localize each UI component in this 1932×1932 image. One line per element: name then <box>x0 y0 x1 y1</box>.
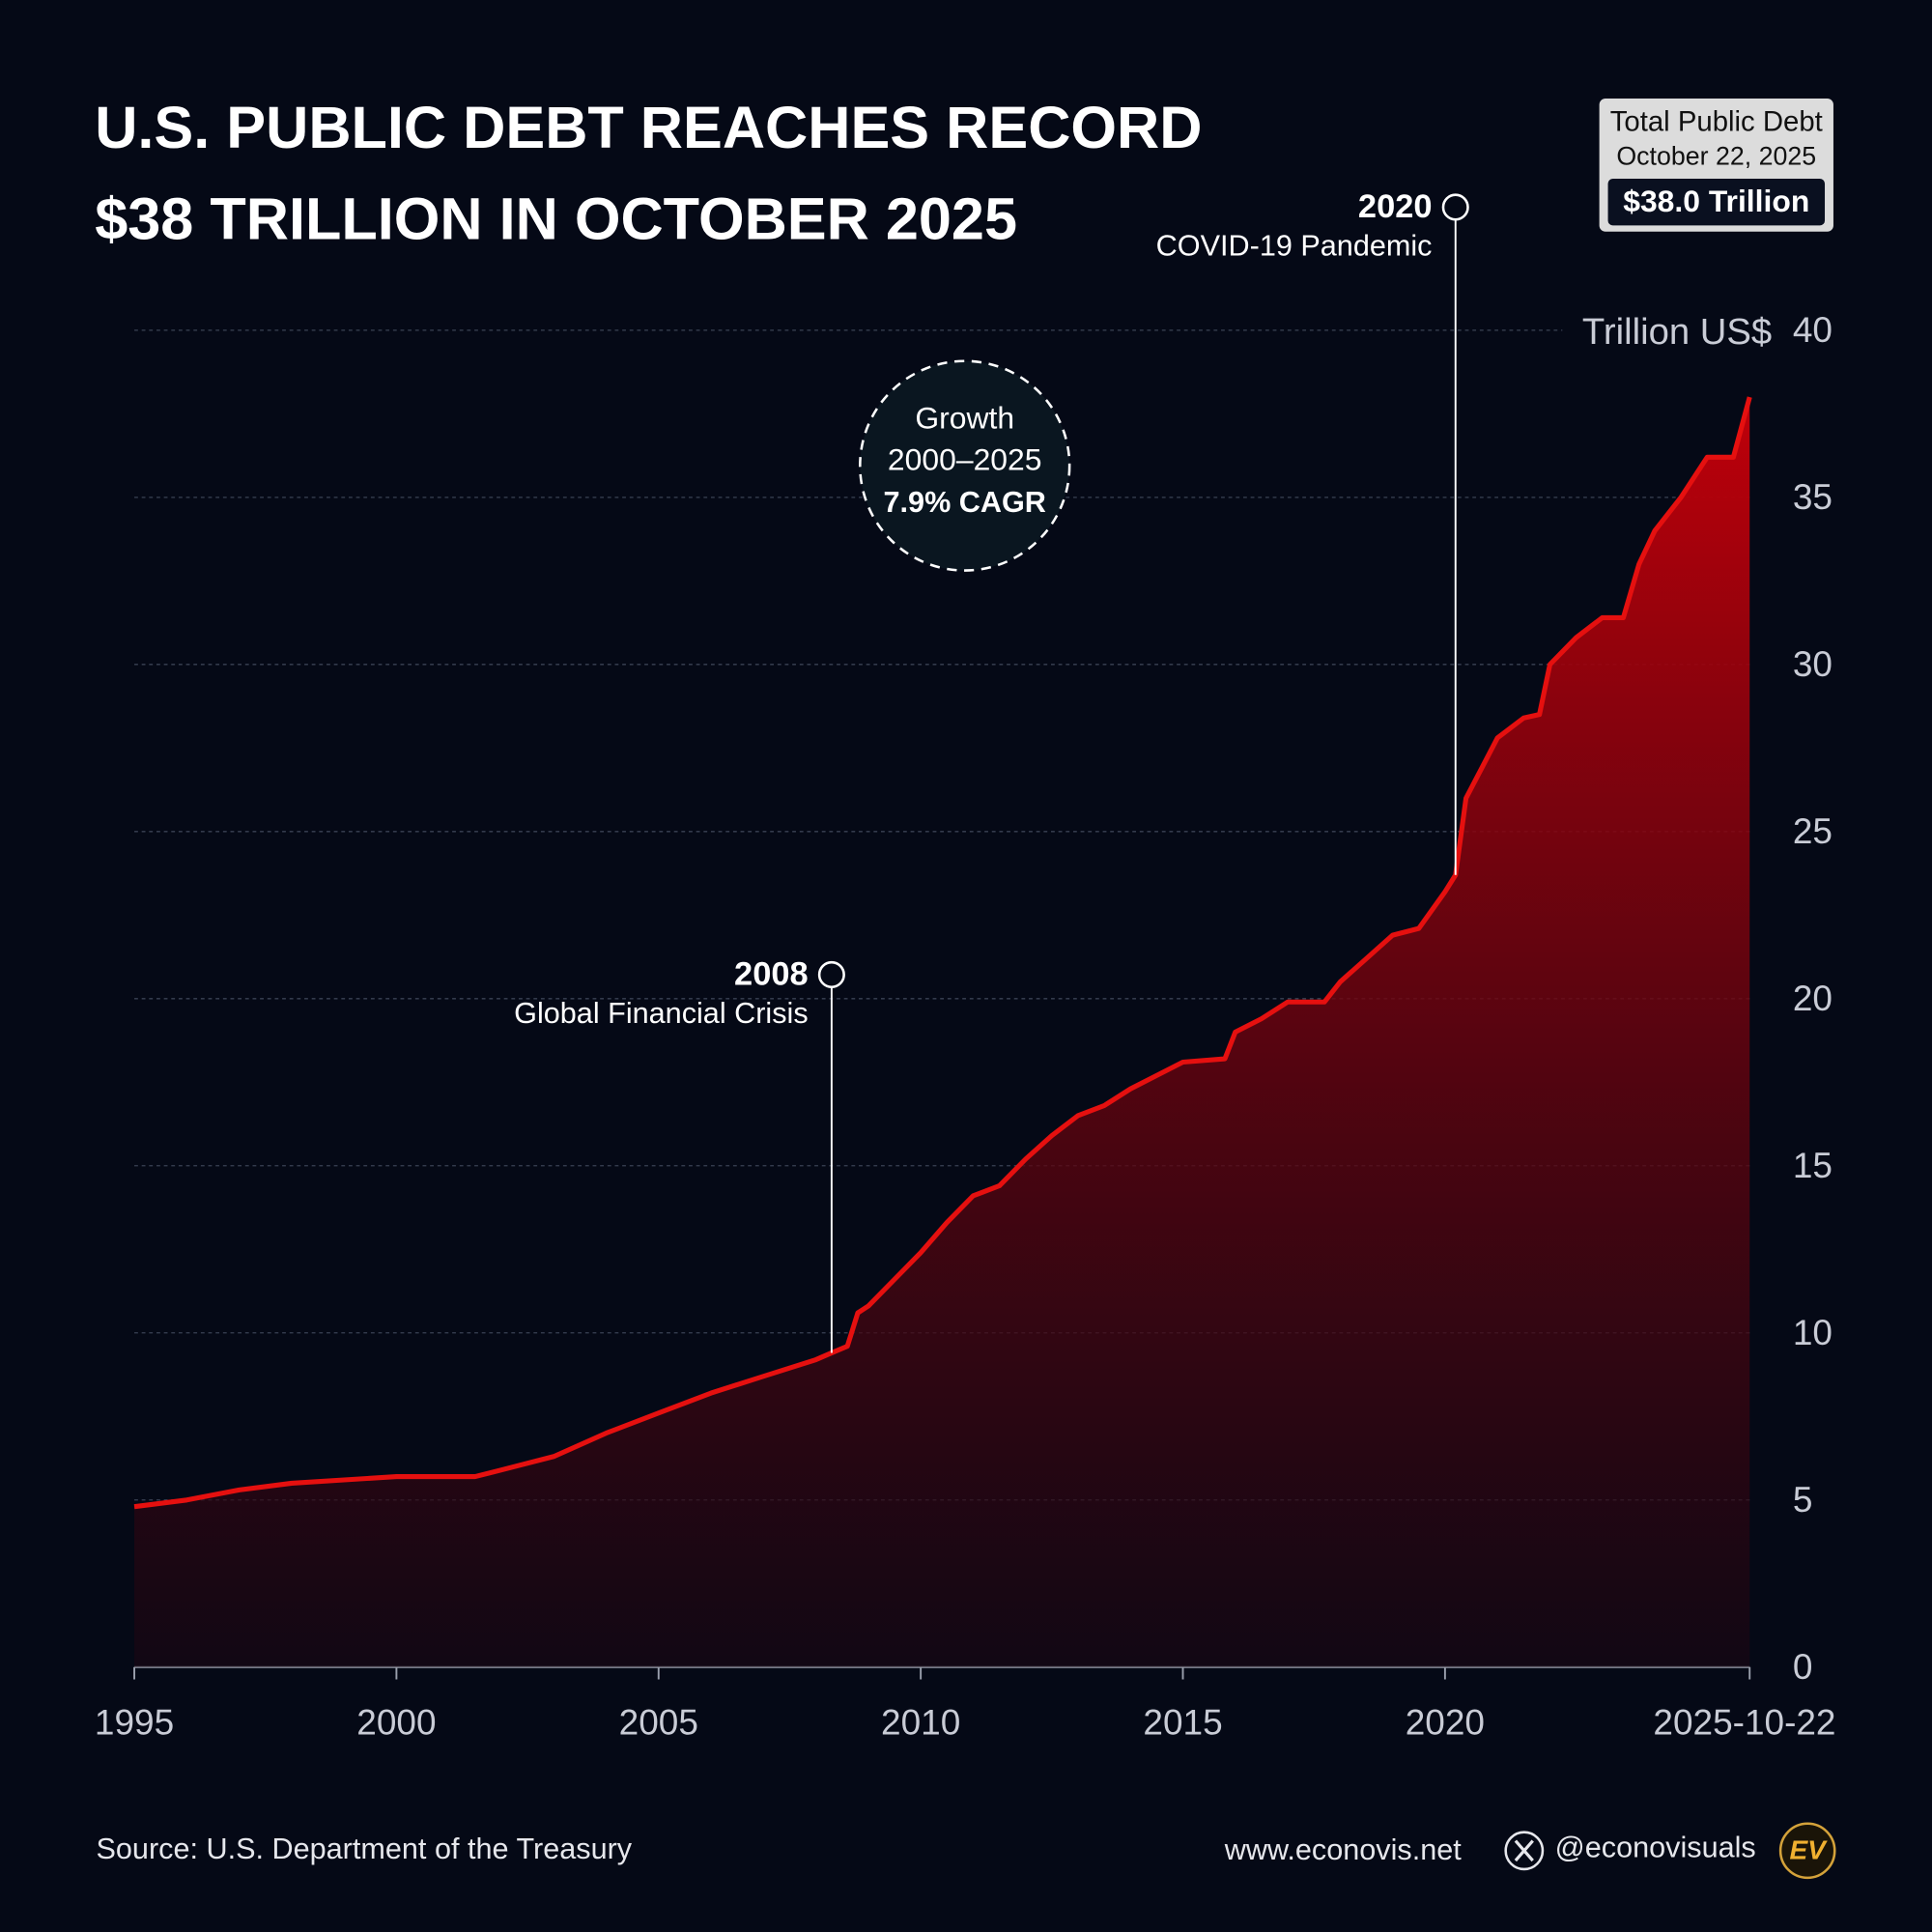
info-label: Total Public Debt <box>1610 105 1823 137</box>
y-tick-label: 20 <box>1793 979 1833 1018</box>
annotation-marker <box>817 960 845 988</box>
logo <box>1778 1822 1836 1880</box>
y-tick-label: 35 <box>1793 477 1833 517</box>
x-tick-label: 2015 <box>1143 1702 1222 1742</box>
source: Source: U.S. Department of the Treasury <box>96 1833 632 1865</box>
y-tick-label: 40 <box>1793 310 1833 350</box>
x-icon <box>1504 1831 1545 1871</box>
annotation-label: Global Financial Crisis <box>514 997 809 1030</box>
growth-text: 7.9% CAGR <box>884 486 1046 519</box>
x-tick-label: 2005 <box>619 1702 698 1742</box>
info-date: October 22, 2025 <box>1616 141 1816 170</box>
annotation-marker <box>1441 193 1469 221</box>
line <box>133 396 1752 1510</box>
y-tick-label: 0 <box>1793 1647 1813 1687</box>
growth-text: 2000–2025 <box>888 442 1042 477</box>
plot: 0 5 10 15 20 25 30 35 40 1995 2000 2005 2010 2015 2020… <box>95 188 1836 1743</box>
chart-title: $38 TRILLION IN OCTOBER 2025 <box>95 185 1017 251</box>
chart-title: U.S. PUBLIC DEBT REACHES RECORD <box>95 95 1202 160</box>
y-tick-label: 5 <box>1793 1480 1813 1520</box>
info-value-box <box>1607 178 1826 226</box>
x-icon-glyph <box>1514 1839 1534 1862</box>
growth-circle <box>859 359 1071 572</box>
annotation-label: COVID-19 Pandemic <box>1156 230 1433 263</box>
growth-text: Growth <box>915 400 1014 435</box>
y-tick-label: 15 <box>1793 1146 1833 1185</box>
y-tick-label: 10 <box>1793 1313 1833 1352</box>
x-tick-label: 2010 <box>881 1702 960 1742</box>
website: www.econovis.net <box>1224 1833 1462 1866</box>
y-axis-label: Trillion US$ <box>1582 311 1772 353</box>
x-tick-label: 2000 <box>356 1702 436 1742</box>
annotation-year: 2020 <box>1358 188 1433 225</box>
annotation-year: 2008 <box>734 955 809 992</box>
y-tick-label: 25 <box>1793 811 1833 851</box>
info-value: $38.0 Trillion <box>1623 184 1809 218</box>
handle: @econovisuals <box>1555 1832 1756 1864</box>
y-tick-label: 30 <box>1793 644 1833 684</box>
logo-text: EV <box>1789 1834 1828 1864</box>
x-tick-label: 2025-10-22 <box>1653 1702 1835 1742</box>
area <box>134 397 1750 1667</box>
x-tick-label: 2020 <box>1406 1702 1485 1742</box>
x-tick-label: 1995 <box>95 1702 174 1742</box>
